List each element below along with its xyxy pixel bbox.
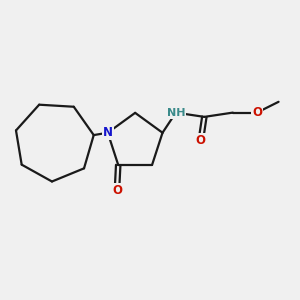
Text: O: O (252, 106, 262, 119)
Text: O: O (112, 184, 122, 197)
Text: NH: NH (167, 108, 185, 118)
Text: O: O (196, 134, 206, 147)
Text: N: N (103, 126, 113, 139)
